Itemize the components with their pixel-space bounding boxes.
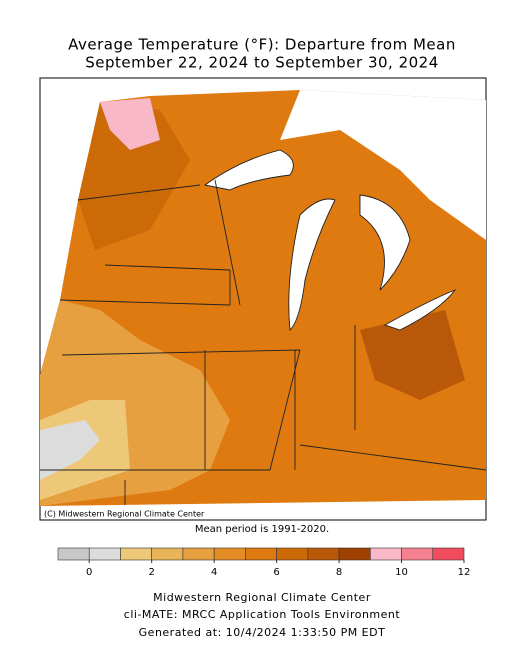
credit-box xyxy=(41,509,201,519)
legend-bin xyxy=(276,547,309,561)
legend-bin xyxy=(151,547,184,561)
legend-bin xyxy=(338,547,371,561)
title-line: Average Temperature (°F): Departure from… xyxy=(68,36,456,54)
credit: (C) Midwestern Regional Climate Center xyxy=(44,510,205,519)
legend-bin xyxy=(401,547,434,561)
state-line xyxy=(40,179,487,505)
legend-tick-label: 4 xyxy=(211,567,217,578)
legend-bin xyxy=(182,547,215,561)
footer-line: Midwestern Regional Climate Center xyxy=(153,591,371,604)
footer-line: Generated at: 10/4/2024 1:33:50 PM EDT xyxy=(139,626,386,639)
lake-michigan xyxy=(288,198,336,331)
mean-period: Mean period is 1991-2020. xyxy=(195,524,329,535)
footer-line: cli-MATE: MRCC Application Tools Environ… xyxy=(124,608,401,621)
lake-superior xyxy=(203,149,294,191)
legend-bin xyxy=(432,547,465,561)
legend-tick-label: 2 xyxy=(149,567,155,578)
region-warm xyxy=(78,102,190,250)
lake-erie xyxy=(383,288,457,331)
region-warm-east xyxy=(360,310,465,400)
legend-bin xyxy=(120,547,152,561)
legend-tick-label: 6 xyxy=(273,567,279,578)
legend-tick-label: 8 xyxy=(336,567,342,578)
legend-bin xyxy=(370,547,402,561)
legend-tick-label: 0 xyxy=(86,567,92,578)
canada xyxy=(280,90,486,240)
map: (C) Midwestern Regional Climate Center xyxy=(39,77,487,521)
legend-bin xyxy=(245,547,277,561)
legend-bin xyxy=(88,547,121,561)
legend-tick-label: 10 xyxy=(395,567,408,578)
lake-huron xyxy=(359,194,411,291)
legend: 0 2 4 6 8 10 12 xyxy=(57,547,471,578)
region-warmest xyxy=(100,98,160,150)
legend-bin xyxy=(213,547,246,561)
legend-bin xyxy=(57,547,90,561)
legend-tick-label: 12 xyxy=(458,567,471,578)
title-line: September 22, 2024 to September 30, 2024 xyxy=(85,54,439,72)
legend-bin xyxy=(307,547,340,561)
region-near-normal xyxy=(40,420,100,480)
